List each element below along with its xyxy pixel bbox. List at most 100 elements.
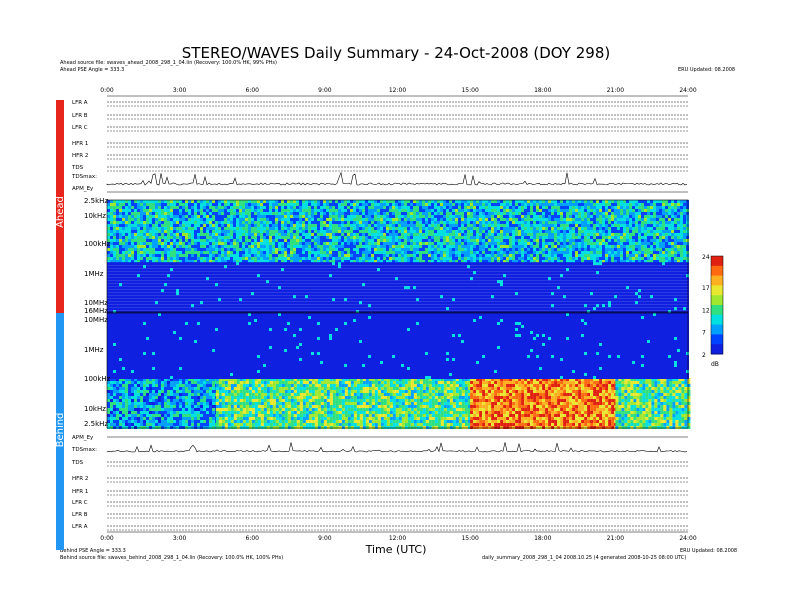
ahead-heatmap-cell bbox=[512, 218, 515, 221]
ahead-heatmap-cell bbox=[545, 254, 548, 257]
ahead-heatmap-cell bbox=[176, 242, 179, 245]
ahead-heatmap-cell bbox=[383, 233, 386, 236]
ahead-heatmap-cell bbox=[392, 221, 395, 224]
ahead-heatmap-cell bbox=[254, 292, 257, 295]
ahead-heatmap-cell bbox=[305, 245, 308, 248]
ahead-heatmap-cell bbox=[635, 230, 638, 233]
ahead-heatmap-cell bbox=[467, 206, 470, 209]
ahead-heatmap-cell bbox=[434, 203, 437, 206]
ahead-heatmap-cell bbox=[560, 254, 563, 257]
ahead-heatmap-cell bbox=[200, 218, 203, 221]
ahead-heatmap-cell bbox=[218, 200, 221, 203]
ahead-heatmap-cell bbox=[248, 224, 251, 227]
ahead-heatmap-cell bbox=[125, 274, 128, 277]
ahead-heatmap-cell bbox=[245, 295, 248, 298]
ahead-heatmap-cell bbox=[626, 206, 629, 209]
ahead-heatmap-cell bbox=[527, 239, 530, 242]
ahead-heatmap-cell bbox=[521, 227, 524, 230]
ahead-heatmap-cell bbox=[275, 248, 278, 251]
ahead-heatmap-cell bbox=[395, 230, 398, 233]
ahead-heatmap-cell bbox=[251, 239, 254, 242]
ahead-heatmap-cell bbox=[146, 280, 149, 283]
ahead-heatmap-cell bbox=[602, 215, 605, 218]
ahead-heatmap-cell bbox=[221, 257, 224, 260]
ahead-heatmap-cell bbox=[218, 304, 221, 307]
ahead-heatmap-cell bbox=[536, 245, 539, 248]
ahead-heatmap-cell bbox=[305, 212, 308, 215]
ahead-heatmap-cell bbox=[245, 236, 248, 239]
ahead-heatmap-cell bbox=[161, 298, 164, 301]
ahead-heatmap-cell bbox=[140, 215, 143, 218]
ahead-heatmap-cell bbox=[629, 230, 632, 233]
ahead-heatmap-cell bbox=[401, 215, 404, 218]
ahead-heatmap-cell bbox=[644, 224, 647, 227]
ahead-heatmap-cell bbox=[608, 257, 611, 260]
ahead-heatmap-cell bbox=[620, 245, 623, 248]
ahead-heatmap-cell bbox=[227, 218, 230, 221]
ahead-heatmap-cell bbox=[125, 203, 128, 206]
ahead-heatmap-cell bbox=[206, 242, 209, 245]
ahead-heatmap-cell bbox=[377, 248, 380, 251]
ahead-heatmap-cell bbox=[686, 203, 689, 206]
ahead-heatmap-cell bbox=[281, 209, 284, 212]
ahead-heatmap-cell bbox=[329, 218, 332, 221]
ahead-heatmap-cell bbox=[527, 218, 530, 221]
ahead-heatmap-cell bbox=[659, 254, 662, 257]
ahead-heatmap-cell bbox=[467, 209, 470, 212]
ahead-heatmap-cell bbox=[428, 203, 431, 206]
ahead-heatmap-cell bbox=[395, 257, 398, 260]
ahead-heatmap-cell bbox=[593, 215, 596, 218]
ahead-heatmap-cell bbox=[374, 209, 377, 212]
ahead-heatmap-cell bbox=[398, 215, 401, 218]
ahead-heatmap-cell bbox=[467, 218, 470, 221]
ahead-heatmap-cell bbox=[572, 230, 575, 233]
ahead-heatmap-cell bbox=[542, 227, 545, 230]
ahead-heatmap-cell bbox=[476, 254, 479, 257]
ahead-heatmap-cell bbox=[572, 251, 575, 254]
ahead-heatmap-cell bbox=[116, 271, 119, 274]
ahead-heatmap-cell bbox=[239, 239, 242, 242]
ahead-heatmap-cell bbox=[293, 206, 296, 209]
ahead-heatmap-cell bbox=[521, 224, 524, 227]
ahead-heatmap-cell bbox=[119, 209, 122, 212]
ahead-heatmap-cell bbox=[257, 245, 260, 248]
ahead-heatmap-cell bbox=[215, 245, 218, 248]
ahead-heatmap-cell bbox=[116, 298, 119, 301]
ahead-heatmap-cell bbox=[182, 212, 185, 215]
ahead-heatmap-cell bbox=[113, 268, 116, 271]
ahead-heatmap-cell bbox=[512, 236, 515, 239]
ahead-heatmap-cell bbox=[203, 224, 206, 227]
ahead-heatmap-cell bbox=[617, 233, 620, 236]
ahead-heatmap-cell bbox=[224, 212, 227, 215]
ahead-heatmap-cell bbox=[572, 203, 575, 206]
ahead-heatmap-cell bbox=[443, 248, 446, 251]
ahead-heatmap-cell bbox=[254, 233, 257, 236]
time-tick-top: 0:00 bbox=[100, 87, 114, 94]
ahead-heatmap-cell bbox=[182, 230, 185, 233]
ahead-heatmap-cell bbox=[179, 221, 182, 224]
ahead-heatmap-cell bbox=[287, 200, 290, 203]
ahead-heatmap-cell bbox=[458, 212, 461, 215]
ahead-heatmap-cell bbox=[623, 209, 626, 212]
ahead-heatmap-cell bbox=[338, 209, 341, 212]
ahead-heatmap-cell bbox=[161, 209, 164, 212]
ahead-heatmap-cell bbox=[149, 206, 152, 209]
ahead-heatmap-cell bbox=[221, 289, 224, 292]
ahead-heatmap-cell bbox=[656, 200, 659, 203]
ahead-heatmap-cell bbox=[683, 215, 686, 218]
ahead-heatmap-cell bbox=[494, 230, 497, 233]
ahead-heatmap-cell bbox=[263, 242, 266, 245]
ahead-heatmap-cell bbox=[338, 242, 341, 245]
ahead-heatmap-cell bbox=[209, 242, 212, 245]
ahead-heatmap-cell bbox=[212, 274, 215, 277]
ahead-heatmap-cell bbox=[560, 218, 563, 221]
ahead-heatmap-cell bbox=[242, 271, 245, 274]
ahead-heatmap-cell bbox=[533, 239, 536, 242]
ahead-heatmap-cell bbox=[638, 221, 641, 224]
ahead-heatmap-cell bbox=[620, 212, 623, 215]
ahead-heatmap-cell bbox=[314, 227, 317, 230]
ahead-heatmap-cell bbox=[173, 206, 176, 209]
ahead-heatmap-cell bbox=[113, 251, 116, 254]
ahead-heatmap-cell bbox=[656, 209, 659, 212]
ahead-heatmap-cell bbox=[629, 254, 632, 257]
